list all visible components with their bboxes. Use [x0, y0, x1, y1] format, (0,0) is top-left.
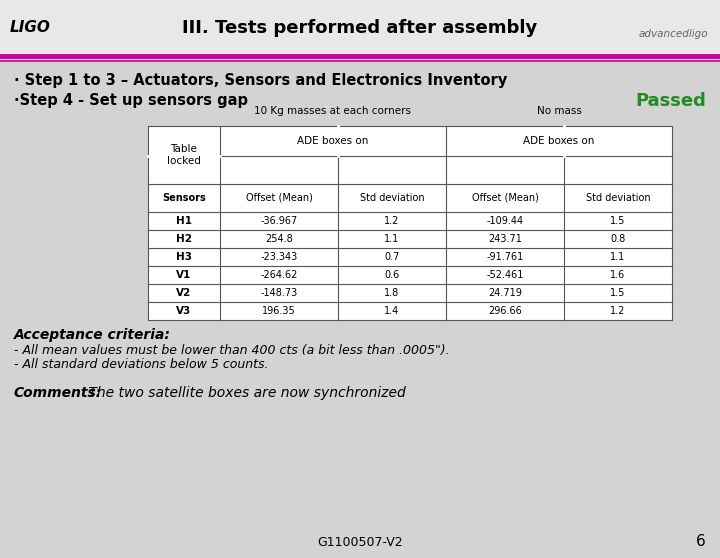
Text: ADE boxes on: ADE boxes on [523, 136, 595, 146]
Text: 0.6: 0.6 [384, 270, 400, 280]
Text: - All standard deviations below 5 counts.: - All standard deviations below 5 counts… [14, 358, 269, 371]
Text: 1.2: 1.2 [611, 306, 626, 316]
Text: -109.44: -109.44 [487, 216, 523, 226]
Text: V1: V1 [176, 270, 192, 280]
Text: 296.66: 296.66 [488, 306, 522, 316]
Text: -148.73: -148.73 [261, 288, 297, 298]
Text: 10 Kg masses at each corners: 10 Kg masses at each corners [254, 106, 412, 116]
Text: 6: 6 [696, 535, 706, 550]
Text: Comments:: Comments: [14, 386, 102, 400]
Text: V2: V2 [176, 288, 192, 298]
Text: -91.761: -91.761 [487, 252, 523, 262]
Text: 196.35: 196.35 [262, 306, 296, 316]
Text: III. Tests performed after assembly: III. Tests performed after assembly [182, 19, 538, 37]
Text: - All mean values must be lower than 400 cts (a bit less than .0005").: - All mean values must be lower than 400… [14, 344, 449, 357]
Text: No mass: No mass [536, 106, 582, 116]
Text: -36.967: -36.967 [261, 216, 297, 226]
Text: 1.5: 1.5 [611, 288, 626, 298]
Text: Offset (Mean): Offset (Mean) [246, 193, 312, 203]
Text: H3: H3 [176, 252, 192, 262]
Text: 24.719: 24.719 [488, 288, 522, 298]
Text: G1100507-V2: G1100507-V2 [318, 536, 402, 549]
Text: 1.2: 1.2 [384, 216, 400, 226]
Text: Std deviation: Std deviation [360, 193, 424, 203]
Text: H2: H2 [176, 234, 192, 244]
Text: Table
locked: Table locked [167, 144, 201, 166]
Text: LIGO: LIGO [10, 21, 51, 36]
Text: 243.71: 243.71 [488, 234, 522, 244]
Text: Std deviation: Std deviation [585, 193, 650, 203]
Text: 1.4: 1.4 [384, 306, 400, 316]
Text: 0.8: 0.8 [611, 234, 626, 244]
Text: The two satellite boxes are now synchronized: The two satellite boxes are now synchron… [84, 386, 406, 400]
Bar [148, 126, 672, 320]
Text: Sensors: Sensors [162, 193, 206, 203]
Text: 0.7: 0.7 [384, 252, 400, 262]
Text: ·Step 4 - Set up sensors gap: ·Step 4 - Set up sensors gap [14, 94, 248, 108]
Text: advancedligo: advancedligo [639, 29, 708, 39]
Text: Acceptance criteria:: Acceptance criteria: [14, 328, 171, 342]
Text: V3: V3 [176, 306, 192, 316]
Text: Passed: Passed [635, 92, 706, 110]
Text: · Step 1 to 3 – Actuators, Sensors and Electronics Inventory: · Step 1 to 3 – Actuators, Sensors and E… [14, 74, 508, 89]
Text: 1.1: 1.1 [384, 234, 400, 244]
Text: H1: H1 [176, 216, 192, 226]
Text: -264.62: -264.62 [261, 270, 297, 280]
Text: 1.5: 1.5 [611, 216, 626, 226]
Text: -23.343: -23.343 [261, 252, 297, 262]
Text: -52.461: -52.461 [486, 270, 523, 280]
Bar [0, 0, 720, 55]
Text: 1.6: 1.6 [611, 270, 626, 280]
Text: 254.8: 254.8 [265, 234, 293, 244]
Text: 1.1: 1.1 [611, 252, 626, 262]
Text: 1.8: 1.8 [384, 288, 400, 298]
Text: Offset (Mean): Offset (Mean) [472, 193, 539, 203]
Text: ADE boxes on: ADE boxes on [297, 136, 369, 146]
